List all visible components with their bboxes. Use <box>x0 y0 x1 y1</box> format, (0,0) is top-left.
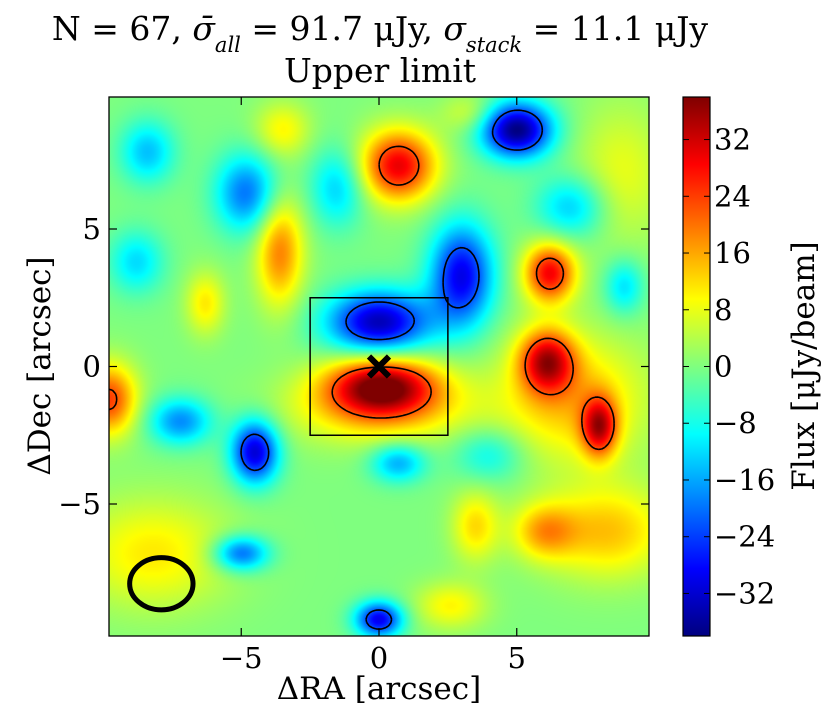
chart-title-line2: Upper limit <box>284 51 476 90</box>
colorbar-tick-label: 32 <box>714 123 751 157</box>
sigma-stack-value: = 11.1 μJy <box>522 9 708 48</box>
sigma-stack-subscript: stack <box>466 33 522 57</box>
y-tick-label: 0 <box>83 350 101 384</box>
colorbar-label: Flux [μJy/beam] <box>786 241 822 491</box>
colorbar-tick-label: −8 <box>714 406 757 440</box>
colorbar-tick-label: 24 <box>714 179 751 213</box>
colorbar-tick-label: −32 <box>714 576 775 610</box>
contour-positive <box>109 145 615 451</box>
chart-title-line1: N = 67, σ̄all = 91.7 μJy, σstack = 11.1 … <box>52 9 709 57</box>
x-tick-label: 0 <box>370 641 388 675</box>
colorbar-tick-label: 8 <box>714 293 732 327</box>
y-axis-ticks: −5 0 5 <box>58 212 649 521</box>
colorbar-tick-label: 16 <box>714 236 751 270</box>
colorbar-tick-label: −16 <box>714 463 775 497</box>
beam-ellipse <box>127 555 196 613</box>
colorbar-ticks: 32 24 16 8 0 −8 −16 −24 −32 <box>683 123 775 610</box>
y-tick-label: −5 <box>58 487 101 521</box>
x-axis-ticks: −5 0 5 <box>220 97 526 675</box>
contour-negative <box>240 109 544 630</box>
contour-lines <box>109 109 615 630</box>
colorbar-tick-label: −24 <box>714 520 775 554</box>
y-tick-label: 5 <box>83 212 101 246</box>
stack-region-box <box>309 297 449 436</box>
x-tick-label: 5 <box>508 641 526 675</box>
title-prefix: N = 67, <box>52 9 192 48</box>
sigma-all-value: = 91.7 μJy, <box>241 9 444 48</box>
center-x-marker <box>366 354 392 379</box>
x-axis-label: ΔRA [arcsec] <box>277 671 481 707</box>
colorbar-tick-label: 0 <box>714 350 732 384</box>
sigma-all-subscript: all <box>215 33 241 57</box>
sigma-stack-symbol: σ <box>443 9 467 48</box>
y-axis-label: ΔDec [arcsec] <box>22 256 58 475</box>
x-marker-glyph <box>366 354 392 379</box>
x-tick-label: −5 <box>220 641 263 675</box>
sigma-all-symbol: σ̄ <box>192 9 216 48</box>
